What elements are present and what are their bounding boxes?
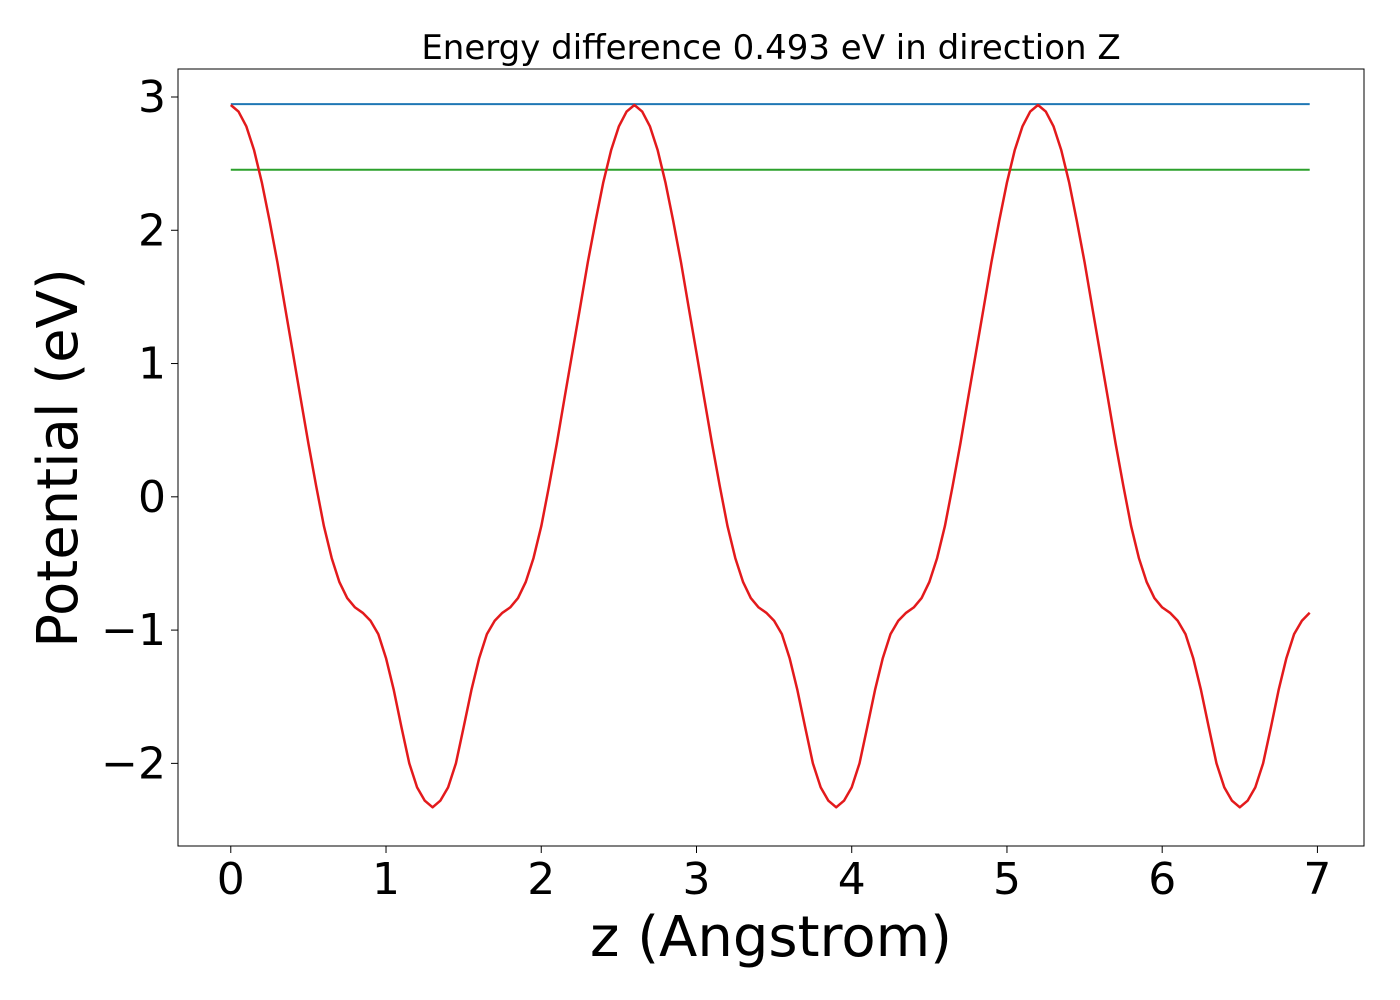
y-tick-label: −1 (101, 605, 166, 656)
x-tick-label: 4 (838, 854, 866, 905)
y-axis-ticks: −2 −1 0 1 2 3 (101, 72, 178, 789)
x-tick-label: 6 (1148, 854, 1176, 905)
x-tick-label: 3 (682, 854, 710, 905)
chart-title: Energy difference 0.493 eV in direction … (421, 28, 1120, 68)
x-tick-label: 2 (527, 854, 555, 905)
axes-frame (177, 68, 1365, 847)
x-axis-ticks: 0 1 2 3 4 5 6 7 (217, 846, 1331, 905)
series-line-potential (229, 103, 1311, 809)
y-axis-label: Potential (eV) (26, 268, 91, 648)
y-tick-label: 0 (138, 472, 166, 523)
plot-area (229, 103, 1311, 809)
y-tick-label: −2 (101, 738, 166, 789)
x-tick-label: 0 (217, 854, 245, 905)
x-tick-label: 7 (1303, 854, 1331, 905)
x-tick-label: 1 (372, 854, 400, 905)
y-tick-label: 1 (138, 339, 166, 390)
x-tick-label: 5 (993, 854, 1021, 905)
y-tick-label: 3 (138, 72, 166, 123)
y-tick-label: 2 (138, 205, 166, 256)
x-axis-label: z (Angstrom) (590, 905, 952, 970)
